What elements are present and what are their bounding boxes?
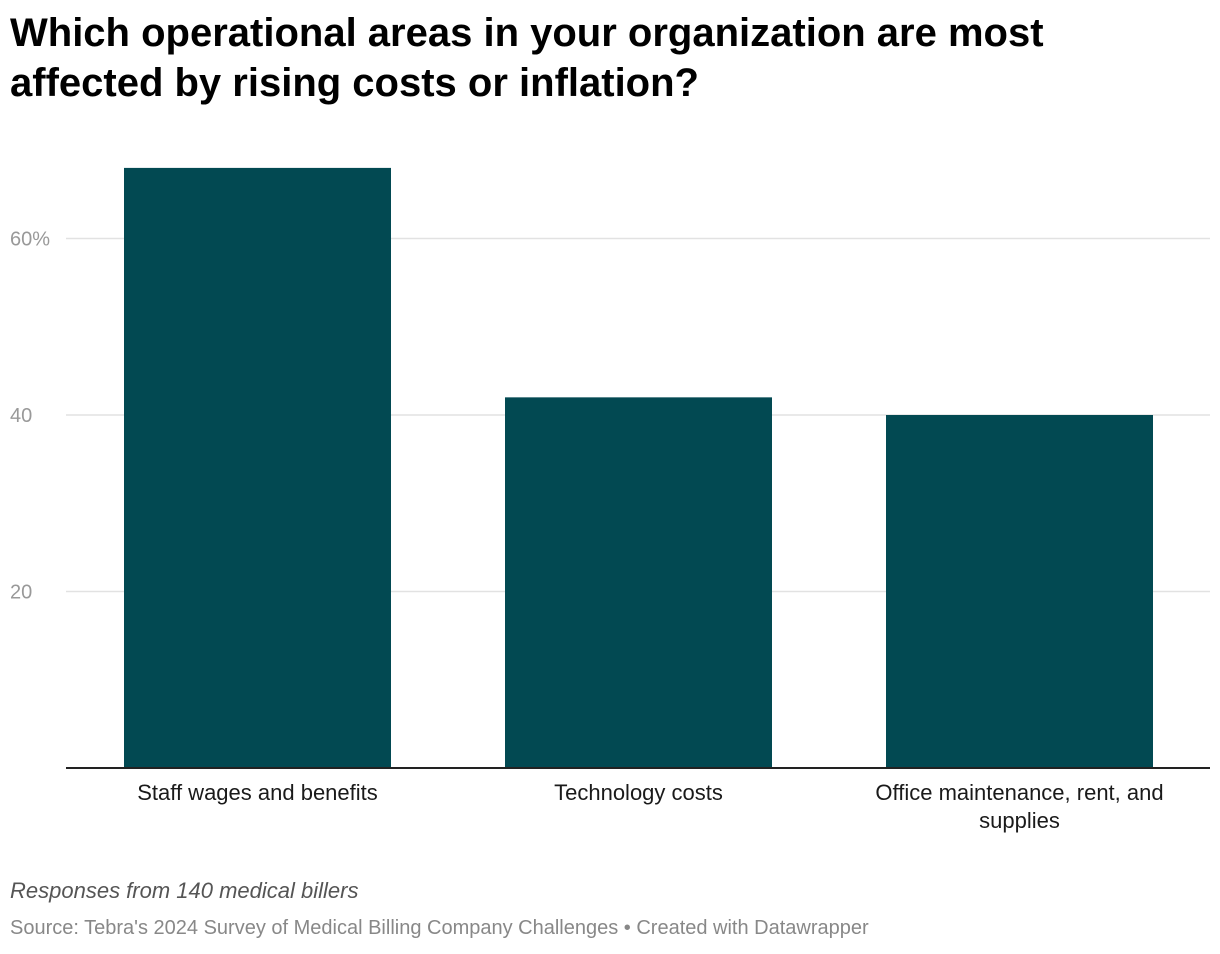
category-label-3: Office maintenance, rent, and supplies [875, 780, 1163, 833]
bar-1 [124, 167, 391, 768]
category-label-1: Staff wages and benefits [137, 780, 378, 805]
chart-title: Which operational areas in your organiza… [10, 11, 1044, 105]
y-axis-ticks: 20 40 60% [10, 229, 50, 604]
y-tick-label-20: 20 [10, 582, 32, 604]
category-label-2: Technology costs [554, 780, 723, 805]
bars [124, 167, 1153, 768]
x-axis-categories: Staff wages and benefits Technology costs… [137, 780, 1163, 833]
chart-source: Source: Tebra's 2024 Survey of Medical B… [10, 917, 869, 939]
bar-chart: 20 40 60% Staff wages and benefits Technolo… [10, 167, 1210, 833]
y-tick-label-40: 40 [10, 405, 32, 427]
chart-note: Responses from 140 medical billers [10, 878, 359, 903]
y-tick-label-60: 60% [10, 229, 50, 251]
bar-2 [505, 397, 772, 768]
bar-3 [886, 415, 1153, 768]
